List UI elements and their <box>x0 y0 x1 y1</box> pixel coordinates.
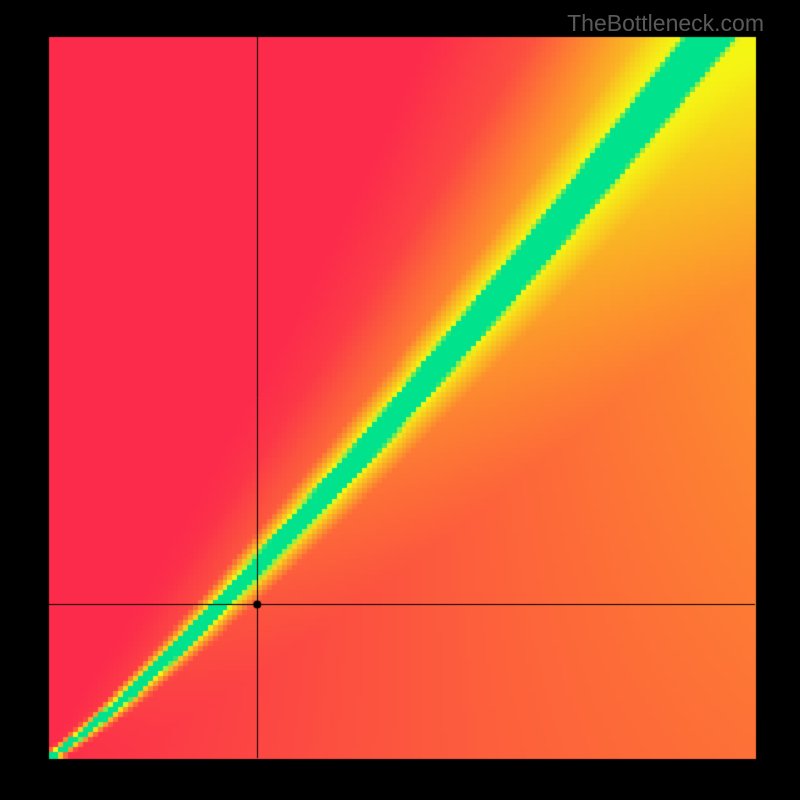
watermark-text: TheBottleneck.com <box>567 10 764 37</box>
chart-container: TheBottleneck.com <box>0 0 800 800</box>
heatmap-canvas <box>0 0 800 800</box>
